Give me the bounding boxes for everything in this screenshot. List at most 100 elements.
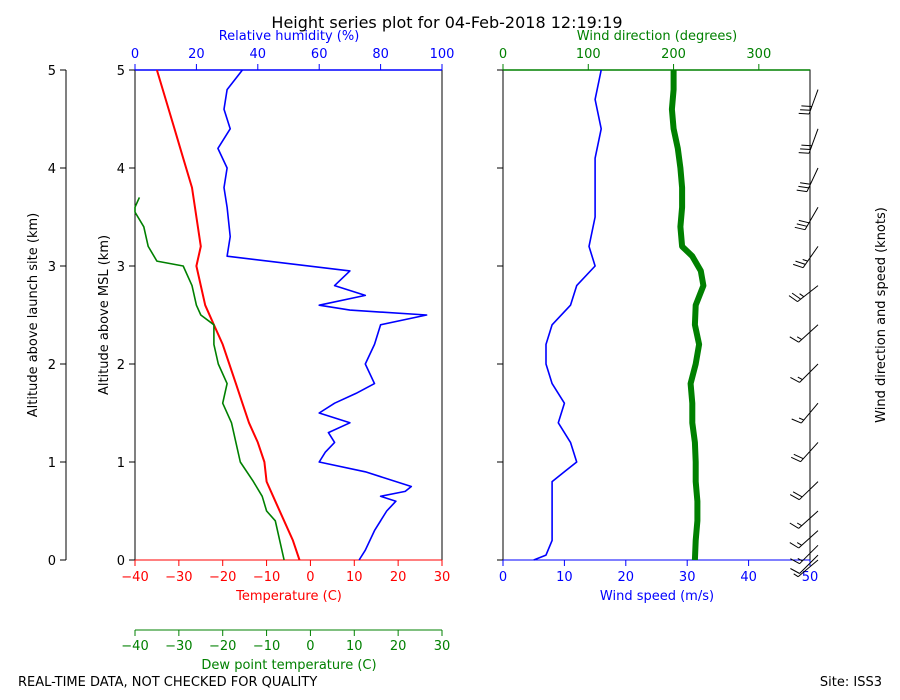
dewpoint-axis-label: Dew point temperature (C) [201,658,376,673]
left-axis-label: Altitude above launch site (km) [26,213,41,417]
wind-barb-half-flag [798,417,805,421]
wind-speed-tick-label: 0 [499,570,507,585]
dewpoint-tick-label: 0 [306,639,314,654]
wind-barb-staff [800,442,819,463]
wind-barb-staff [797,559,819,578]
wind-barb-flag [789,336,799,343]
wind-barb-staff [798,510,819,529]
wind-barb-staff [798,530,819,549]
msl-axis-tick-label: 0 [117,554,125,569]
wind-barb-flag [793,453,804,460]
wind-barb-half-flag [797,557,803,562]
wind-direction-axis-label: Wind direction (degrees) [577,29,737,44]
temperature-tick-label: −30 [165,570,192,585]
msl-axis-tick-label: 1 [117,456,125,471]
wind-barb-half-flag [799,293,805,298]
temperature-tick-label: −20 [209,570,236,585]
dewpoint-tick-label: −20 [209,639,236,654]
wind-barb-flag [790,558,800,565]
wind-barb-flag [800,148,811,150]
wind-direction-tick-label: 0 [499,47,507,62]
wind-barb [798,128,819,154]
wind-barb-flag [788,295,798,303]
wind-barb-flag [790,376,800,383]
wind-barb [793,246,819,269]
dewpoint-tick-label: −40 [121,639,148,654]
wind-barb-half-flag [797,376,803,381]
temperature-tick-label: −10 [253,570,280,585]
temperature-tick-label: 0 [306,570,314,585]
wind-speed-axis-label: Wind speed (m/s) [600,589,714,604]
wind-barb-staff [799,554,819,574]
wind-barb-staff [799,363,819,383]
y-axis-label: Altitude above MSL (km) [97,235,112,395]
wind-barb [790,442,819,463]
thermo-panel: 0 0 1 1 2 2 3 3 4 4 5 5 −40 −30 −20 −10 0 10 20 30 −40 −30 −20… [26,29,454,673]
wind-barb [790,554,819,574]
wind-barb [793,559,819,578]
dewpoint-tick-label: −30 [165,639,192,654]
dewpoint-tick-label: 30 [434,639,451,654]
wind-barb-half-flag [796,336,802,340]
wind-barb-flag [791,292,801,300]
wind-barb-flag [800,109,811,111]
wind-barb-staff [800,402,819,424]
temperature-line [155,69,301,561]
wind-barb-staff [797,285,819,302]
wind-speed-tick-label: 20 [618,570,635,585]
chart-title: Height series plot for 04-Feb-2018 12:19… [271,13,622,32]
humidity-tick-label: 60 [311,47,328,62]
wind-barb-staff [804,206,819,230]
wind-barb [798,89,819,115]
wind-barb [794,206,819,231]
launch-axis-tick-label: 0 [48,554,56,569]
humidity-tick-label: 0 [131,47,139,62]
launch-axis-tick-label: 2 [48,358,56,373]
wind-barb-flag [792,491,803,498]
wind-barb-flag [800,182,811,185]
wind-barb-staff [808,89,819,115]
wind-barb-flag [795,260,806,265]
wind-barb-staff [798,324,819,343]
wind-barb-flag [789,494,800,501]
wind-plot-frame [502,69,811,561]
wind-barb-flag [796,223,808,227]
launch-axis-tick-label: 1 [48,456,56,471]
wind-barb-flag [789,542,799,549]
humidity-tick-label: 40 [250,47,267,62]
wind-speed-tick-label: 10 [556,570,573,585]
wind-barb-staff [808,128,819,154]
wind-barb [789,510,819,529]
wind-barb [790,544,819,565]
temperature-axis-label: Temperature (C) [235,589,342,604]
wind-barb-staff [806,167,819,192]
wind-barb-half-flag [802,259,808,262]
wind-barb-flag [798,112,810,115]
msl-axis-tick-label: 5 [117,64,125,79]
wind-barb [789,324,819,343]
wind-direction-tick-label: 200 [661,47,686,62]
wind-barb-flag [790,456,801,463]
humidity-tick-label: 80 [372,47,389,62]
dewpoint-tick-label: 10 [346,639,363,654]
wind-barb-flag [801,144,812,147]
barb-axis-label: Wind direction and speed (knots) [874,207,889,423]
wind-speed-line [533,69,603,561]
msl-axis-tick-label: 3 [117,260,125,275]
dewpoint-tick-label: 20 [390,639,407,654]
launch-axis-tick-label: 3 [48,260,56,275]
wind-barb-half-flag [796,522,802,527]
wind-barb-flag [794,226,806,231]
wind-barb [790,363,819,383]
wind-barb-flag [791,418,802,424]
wind-barb-half-flag [796,542,802,546]
humidity-tick-label: 20 [188,47,205,62]
wind-barb-flag [796,189,808,193]
wind-barb-staff [802,246,819,268]
wind-direction-tick-label: 100 [576,47,601,62]
humidity-axis-label: Relative humidity (%) [219,29,360,44]
wind-barb-staff [799,544,819,565]
wind-barb-staff [798,481,819,501]
wind-barb [789,530,819,549]
launch-axis-tick-label: 5 [48,64,56,79]
